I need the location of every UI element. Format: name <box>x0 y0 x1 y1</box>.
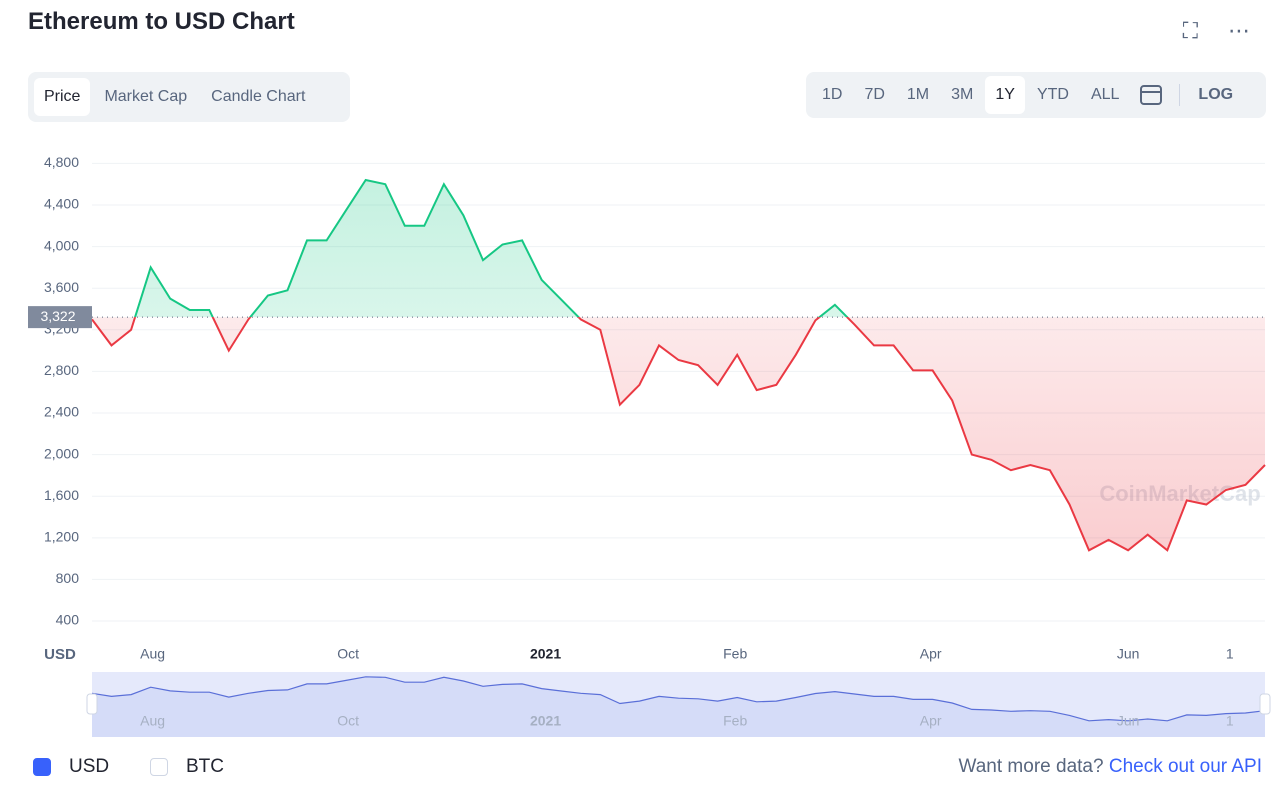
range-button[interactable]: 1Y <box>985 76 1025 114</box>
navigator-tick-label: Jun <box>1117 713 1140 729</box>
range-button[interactable]: YTD <box>1036 86 1069 103</box>
range-button[interactable]: 1M <box>906 86 930 103</box>
api-prompt: Want more data? Check out our API <box>959 756 1262 778</box>
currency-label: BTC <box>186 756 224 777</box>
log-toggle[interactable]: LOG <box>1198 86 1234 103</box>
y-tick-label: 1,600 <box>44 487 79 503</box>
x-tick-label: Feb <box>723 646 747 662</box>
navigator-tick-label: Aug <box>140 713 165 729</box>
reference-badge <box>28 306 92 329</box>
toolbar-icons: ⛶ ⋯ <box>1183 18 1250 44</box>
tab[interactable]: Market Cap <box>104 88 188 105</box>
btc-toggle[interactable]: BTC <box>150 756 224 778</box>
y-tick-label: 4,400 <box>44 196 79 212</box>
y-tick-label: 800 <box>56 570 80 586</box>
x-tick-label: Jun <box>1117 646 1140 662</box>
price-line-below <box>91 317 1266 552</box>
price-line-above <box>134 178 849 318</box>
navigator-area <box>92 676 1265 737</box>
more-button[interactable]: ⋯ <box>1228 18 1250 43</box>
range-button[interactable]: 7D <box>864 86 885 103</box>
usd-toggle[interactable]: USD <box>33 756 109 778</box>
currency-label: USD <box>69 756 110 777</box>
range-button[interactable]: 1D <box>822 86 843 103</box>
navigator-handle <box>86 693 98 715</box>
range-button[interactable]: ALL <box>1090 86 1120 103</box>
x-tick-label: Apr <box>920 646 942 662</box>
x-tick-label: Aug <box>140 646 165 662</box>
navigator-tick-label: Feb <box>723 713 747 729</box>
x-tick-label: 1 <box>1226 646 1234 662</box>
range-button[interactable]: 3M <box>951 86 974 103</box>
y-tick-label: 2,000 <box>44 445 79 461</box>
y-tick-label: 4,000 <box>44 237 79 253</box>
calendar-button[interactable] <box>1131 83 1171 107</box>
chart-tabs: Price Market Cap Candle Chart <box>28 72 350 122</box>
fullscreen-button[interactable]: ⛶ <box>1182 18 1198 43</box>
page-title: Ethereum to USD Chart <box>28 8 295 35</box>
api-text: Want more data? <box>958 756 1104 777</box>
y-tick-label: 4,800 <box>44 154 79 170</box>
navigator-handle <box>1259 693 1271 715</box>
checkbox[interactable] <box>150 758 168 776</box>
api-link[interactable]: Check out our API <box>1108 756 1262 777</box>
tab[interactable]: Candle Chart <box>211 88 306 105</box>
y-tick-label: 400 <box>56 612 80 628</box>
range-selector: 1D 7D 1M 3M 1Y YTD ALL LOG <box>806 72 1266 118</box>
checkbox[interactable] <box>33 758 51 776</box>
y-unit-label: USD <box>44 646 76 663</box>
navigator-line <box>91 676 1266 722</box>
x-tick-label: 2021 <box>530 646 561 662</box>
separator <box>1179 84 1181 106</box>
navigator-tick-label: Oct <box>337 713 359 729</box>
area-above <box>135 180 848 318</box>
chart: 4008001,2001,6002,0002,4002,8003,2003,60… <box>28 154 1271 737</box>
y-tick-label: 1,200 <box>44 529 79 545</box>
y-tick-label: 3,600 <box>44 279 79 295</box>
reference-label: 3,322 <box>40 308 75 324</box>
y-tick-label: 2,400 <box>44 404 79 420</box>
navigator-tick-label: 1 <box>1226 713 1234 729</box>
area-below <box>92 317 1265 551</box>
x-tick-label: Oct <box>337 646 359 662</box>
y-tick-label: 2,800 <box>44 362 79 378</box>
tab[interactable]: Price <box>34 78 91 116</box>
navigator-tick-label: Apr <box>920 713 942 729</box>
navigator-tick-label: 2021 <box>530 713 561 729</box>
